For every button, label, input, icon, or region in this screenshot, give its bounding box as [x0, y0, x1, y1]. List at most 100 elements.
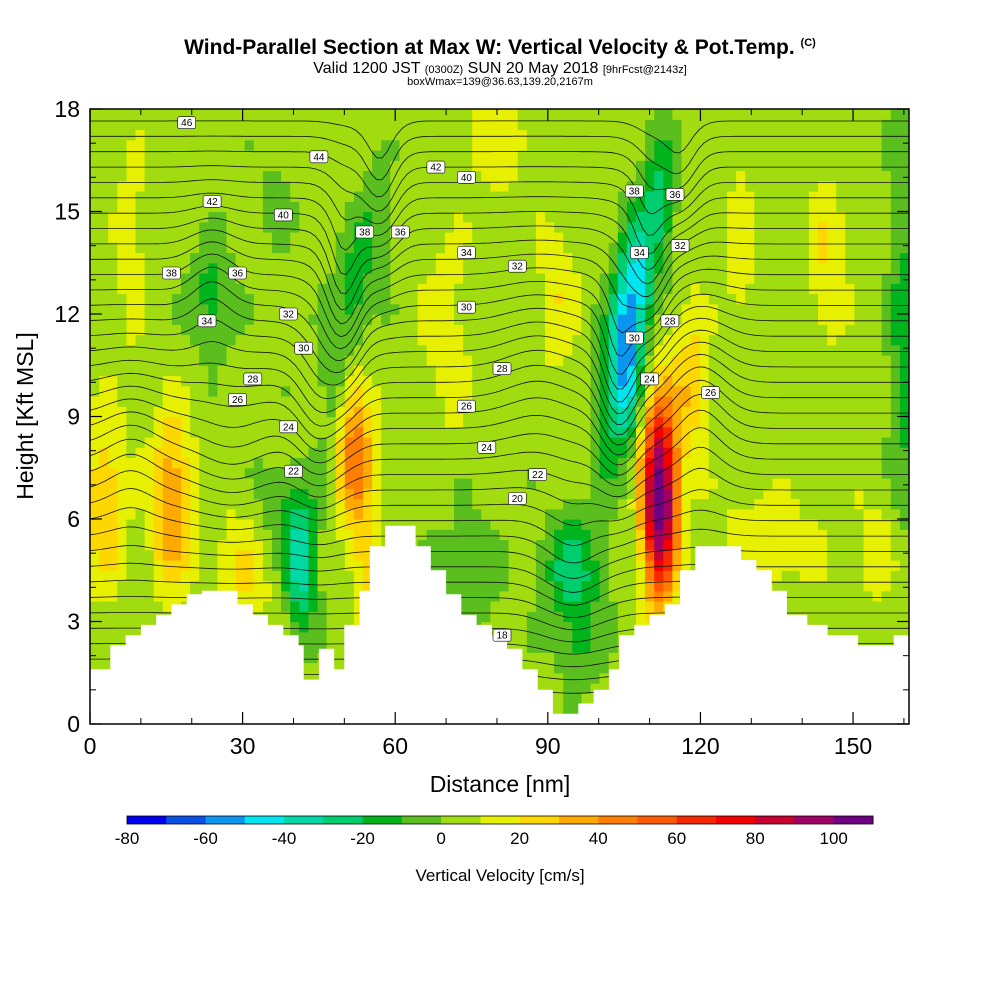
velocity-cell [226, 488, 237, 500]
velocity-cell [781, 242, 792, 254]
velocity-cell [736, 406, 746, 418]
velocity-cell [526, 385, 537, 397]
velocity-cell [836, 303, 846, 315]
velocity-cell [881, 611, 892, 623]
velocity-cell [472, 344, 482, 356]
velocity-cell [499, 191, 510, 202]
velocity-cell [144, 303, 155, 315]
velocity-cell [117, 508, 127, 520]
velocity-cell [454, 365, 464, 377]
velocity-cell [526, 539, 537, 551]
velocity-cell [490, 375, 501, 387]
velocity-cell [381, 385, 391, 397]
velocity-cell [481, 355, 491, 366]
velocity-cell [617, 478, 628, 489]
velocity-cell [144, 385, 155, 397]
velocity-cell [535, 457, 546, 469]
velocity-cell [426, 344, 437, 356]
velocity-cell [845, 590, 855, 602]
velocity-cell [663, 334, 673, 346]
velocity-cell [681, 498, 692, 510]
velocity-cell [244, 211, 255, 223]
velocity-cell [872, 262, 883, 274]
velocity-cell [426, 406, 437, 418]
velocity-cell [545, 385, 555, 397]
velocity-cell [727, 201, 737, 213]
chart-title: Wind-Parallel Section at Max W: Vertical… [0, 36, 1000, 60]
velocity-cell [727, 170, 737, 182]
velocity-cell [808, 252, 819, 264]
velocity-cell [672, 549, 683, 561]
velocity-cell [608, 303, 619, 315]
velocity-cell [326, 498, 337, 510]
velocity-cell [881, 519, 892, 530]
velocity-cell [381, 416, 391, 428]
velocity-cell [763, 293, 774, 305]
velocity-cell [372, 221, 382, 233]
velocity-cell [772, 488, 783, 500]
velocity-cell [781, 570, 792, 582]
velocity-cell [872, 519, 883, 530]
velocity-cell [890, 324, 901, 336]
velocity-cell [590, 416, 601, 428]
velocity-cell [827, 375, 837, 387]
velocity-cell [353, 519, 364, 530]
velocity-cell [262, 375, 273, 387]
velocity-cell [508, 519, 519, 530]
velocity-cell [344, 508, 355, 520]
velocity-cell [890, 170, 901, 182]
velocity-cell [781, 437, 792, 448]
velocity-cell [572, 703, 582, 715]
velocity-cell [517, 334, 528, 346]
velocity-cell [253, 426, 264, 438]
velocity-cell [426, 324, 437, 336]
velocity-cell [617, 211, 628, 223]
velocity-cell [563, 324, 573, 336]
velocity-cell [772, 529, 783, 541]
velocity-cell [854, 437, 865, 448]
velocity-cell [353, 539, 364, 551]
velocity-cell [581, 283, 592, 295]
velocity-cell [535, 642, 546, 653]
velocity-cell [326, 293, 337, 305]
velocity-cell [881, 467, 892, 479]
velocity-cell [781, 539, 792, 551]
velocity-cell [326, 283, 337, 295]
velocity-cell [818, 160, 828, 172]
velocity-cell [736, 396, 746, 407]
velocity-cell [899, 529, 909, 541]
velocity-cell [390, 324, 400, 336]
velocity-cell [181, 365, 191, 377]
velocity-cell [435, 498, 446, 510]
velocity-cell [590, 160, 601, 172]
velocity-cell [262, 406, 273, 418]
velocity-cell [299, 385, 309, 397]
velocity-cell [681, 324, 692, 336]
velocity-cell [636, 283, 646, 295]
velocity-cell [554, 314, 564, 325]
velocity-cell [727, 426, 737, 438]
velocity-cell [736, 201, 746, 213]
velocity-cell [162, 560, 173, 571]
velocity-cell [135, 211, 146, 223]
velocity-cell [699, 324, 710, 336]
velocity-cell [190, 508, 200, 520]
velocity-cell [899, 488, 909, 500]
velocity-cell [526, 652, 537, 664]
velocity-cell [745, 355, 755, 366]
velocity-cell [363, 508, 373, 520]
velocity-cell [99, 365, 109, 377]
velocity-cell [763, 262, 774, 274]
velocity-cell [153, 580, 164, 592]
velocity-cell [736, 498, 746, 510]
velocity-cell [171, 201, 182, 213]
velocity-cell [299, 662, 309, 674]
velocity-cell [390, 396, 400, 407]
velocity-cell [590, 508, 601, 520]
velocity-cell [863, 416, 874, 428]
velocity-cell [754, 396, 764, 407]
velocity-cell [708, 170, 719, 182]
velocity-cell [854, 549, 865, 561]
velocity-cell [353, 416, 364, 428]
velocity-cell [335, 498, 346, 510]
